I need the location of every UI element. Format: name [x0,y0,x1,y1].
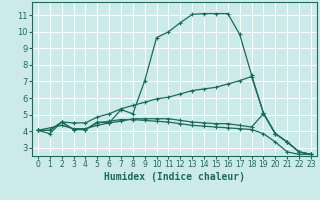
X-axis label: Humidex (Indice chaleur): Humidex (Indice chaleur) [104,172,245,182]
